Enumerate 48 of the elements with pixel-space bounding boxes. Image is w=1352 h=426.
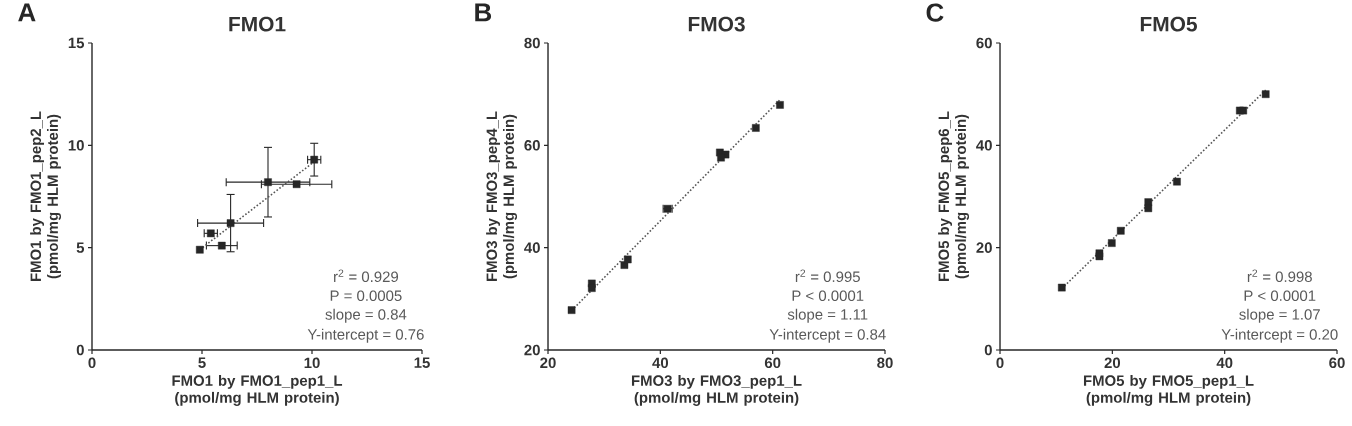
x-tick-label: 60 bbox=[764, 357, 781, 369]
annotation: r$^{2}$ = 0.995 bbox=[795, 269, 860, 283]
x-tick-label: 5 bbox=[198, 357, 206, 368]
annotation: P < 0.0001 bbox=[1244, 290, 1316, 302]
x-tick-label: 0 bbox=[88, 357, 96, 369]
x-tick-label: 0 bbox=[996, 357, 1004, 369]
y-tick-label: 10 bbox=[68, 140, 84, 151]
annotation: slope = 0.84 bbox=[325, 308, 407, 323]
annotation: slope = 1.07 bbox=[1239, 308, 1320, 323]
x-tick-label: 20 bbox=[540, 357, 556, 369]
y-tick-label: 20 bbox=[524, 344, 540, 356]
chart-title: FMO1 bbox=[229, 16, 286, 32]
chart-title: FMO5 bbox=[1140, 16, 1197, 32]
y-tick-label: 0 bbox=[76, 344, 84, 356]
y-tick-label: 20 bbox=[976, 242, 992, 253]
x-tick-label: 10 bbox=[304, 357, 320, 369]
y-tick-label: 5 bbox=[76, 242, 85, 253]
annotation: P < 0.0001 bbox=[792, 290, 864, 302]
text: B bbox=[475, 3, 492, 22]
x-tick-label: 40 bbox=[1216, 357, 1233, 369]
y-tick-label: 60 bbox=[976, 37, 992, 49]
x-tick-label: 60 bbox=[1329, 357, 1345, 369]
y-tick-label: 60 bbox=[524, 140, 540, 151]
y-tick-label: 40 bbox=[524, 242, 540, 253]
x-tick-label: 80 bbox=[877, 357, 893, 369]
x-tick-label: 20 bbox=[1104, 357, 1121, 369]
x-tick-label: 15 bbox=[414, 357, 430, 368]
annotation: P = 0.0005 bbox=[330, 290, 402, 302]
annotation: Y-intercept = 0.76 bbox=[307, 328, 424, 343]
text: A bbox=[18, 3, 36, 22]
x-tick-label: 40 bbox=[652, 357, 669, 369]
x-axis-title: FMO3 by FMO3_pep1_L (pmol/mg HLM protein) bbox=[631, 374, 802, 406]
y-axis-title: FMO1 by FMO1_pep2_L (pmol/mg HLM protein) bbox=[30, 111, 62, 282]
annotation: r$^{2}$ = 0.929 bbox=[334, 269, 399, 283]
y-tick-label: 80 bbox=[524, 37, 540, 49]
text: C bbox=[926, 3, 944, 22]
annotation: Y-intercept = 0.20 bbox=[1221, 328, 1338, 343]
y-tick-label: 15 bbox=[68, 37, 85, 49]
annotation: slope = 1.11 bbox=[787, 308, 868, 323]
y-axis-title: FMO3 by FMO3_pep4_L (pmol/mg HLM protein) bbox=[486, 111, 518, 282]
x-axis-title: FMO1 by FMO1_pep1_L (pmol/mg HLM protein) bbox=[172, 374, 343, 406]
annotation: Y-intercept = 0.84 bbox=[769, 328, 886, 343]
y-axis-title: FMO5 by FMO5_pep6_L (pmol/mg HLM protein) bbox=[938, 111, 970, 282]
x-axis-title: FMO5 by FMO5_pep1_L (pmol/mg HLM protein) bbox=[1083, 374, 1254, 406]
annotation: r$^{2}$ = 0.998 bbox=[1247, 269, 1312, 283]
chart-title: FMO3 bbox=[688, 16, 745, 32]
y-tick-label: 0 bbox=[984, 344, 992, 356]
y-tick-label: 40 bbox=[976, 140, 992, 151]
